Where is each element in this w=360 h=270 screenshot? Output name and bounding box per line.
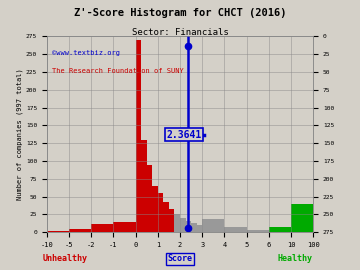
Bar bbox=[224, 227, 247, 232]
Text: Unhealthy: Unhealthy bbox=[42, 254, 87, 263]
Bar bbox=[113, 221, 136, 232]
Bar bbox=[147, 165, 152, 232]
Bar bbox=[91, 224, 113, 232]
Bar bbox=[136, 40, 141, 232]
Bar bbox=[185, 221, 191, 232]
Text: ©www.textbiz.org: ©www.textbiz.org bbox=[52, 50, 120, 56]
Text: Z'-Score Histogram for CHCT (2016): Z'-Score Histogram for CHCT (2016) bbox=[74, 8, 286, 18]
Bar bbox=[197, 225, 202, 232]
Text: The Research Foundation of SUNY: The Research Foundation of SUNY bbox=[52, 68, 184, 74]
Bar bbox=[163, 202, 169, 232]
Bar bbox=[152, 186, 158, 232]
Text: Healthy: Healthy bbox=[278, 254, 313, 263]
Bar bbox=[269, 227, 291, 232]
Bar bbox=[47, 231, 69, 232]
Bar bbox=[175, 214, 180, 232]
Bar bbox=[180, 218, 185, 232]
Text: 2.3641: 2.3641 bbox=[166, 130, 202, 140]
Text: Sector: Financials: Sector: Financials bbox=[132, 28, 228, 37]
Y-axis label: Number of companies (997 total): Number of companies (997 total) bbox=[17, 69, 23, 200]
Bar bbox=[247, 230, 269, 232]
Bar bbox=[169, 209, 175, 232]
Bar bbox=[191, 223, 197, 232]
Bar bbox=[141, 140, 147, 232]
Bar bbox=[291, 204, 313, 232]
Bar bbox=[202, 220, 224, 232]
Text: Score: Score bbox=[167, 254, 193, 263]
Bar bbox=[158, 193, 163, 232]
Bar bbox=[69, 229, 91, 232]
